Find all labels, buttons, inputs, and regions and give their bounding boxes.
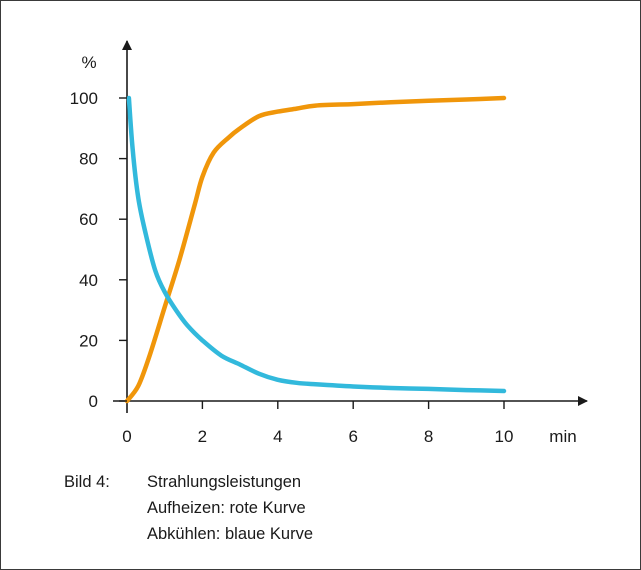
caption-label: Bild 4: (64, 473, 110, 491)
x-tick-label: 6 (348, 427, 357, 446)
caption-cooling-note: Abkühlen: blaue Kurve (147, 525, 314, 543)
x-tick-label: 8 (424, 427, 433, 446)
y-tick-label: 60 (79, 210, 98, 229)
y-tick-label: 0 (89, 392, 98, 411)
y-tick-label: 80 (79, 150, 98, 169)
y-axis-unit: % (81, 53, 96, 72)
series-line-abkuehlen (126, 95, 507, 394)
caption-title: Strahlungsleistungen (147, 473, 302, 491)
x-tick-label: 0 (122, 427, 131, 446)
x-tick-label: 10 (495, 427, 514, 446)
y-tick-label: 20 (79, 331, 98, 350)
x-tick-label: 4 (273, 427, 282, 446)
y-tick-label: 40 (79, 271, 98, 290)
caption-heating-note: Aufheizen: rote Kurve (147, 499, 306, 517)
series-line-aufheizen (124, 95, 507, 404)
x-tick-label: 2 (198, 427, 207, 446)
x-axis-unit: min (549, 427, 576, 446)
y-tick-label: 100 (70, 89, 98, 108)
